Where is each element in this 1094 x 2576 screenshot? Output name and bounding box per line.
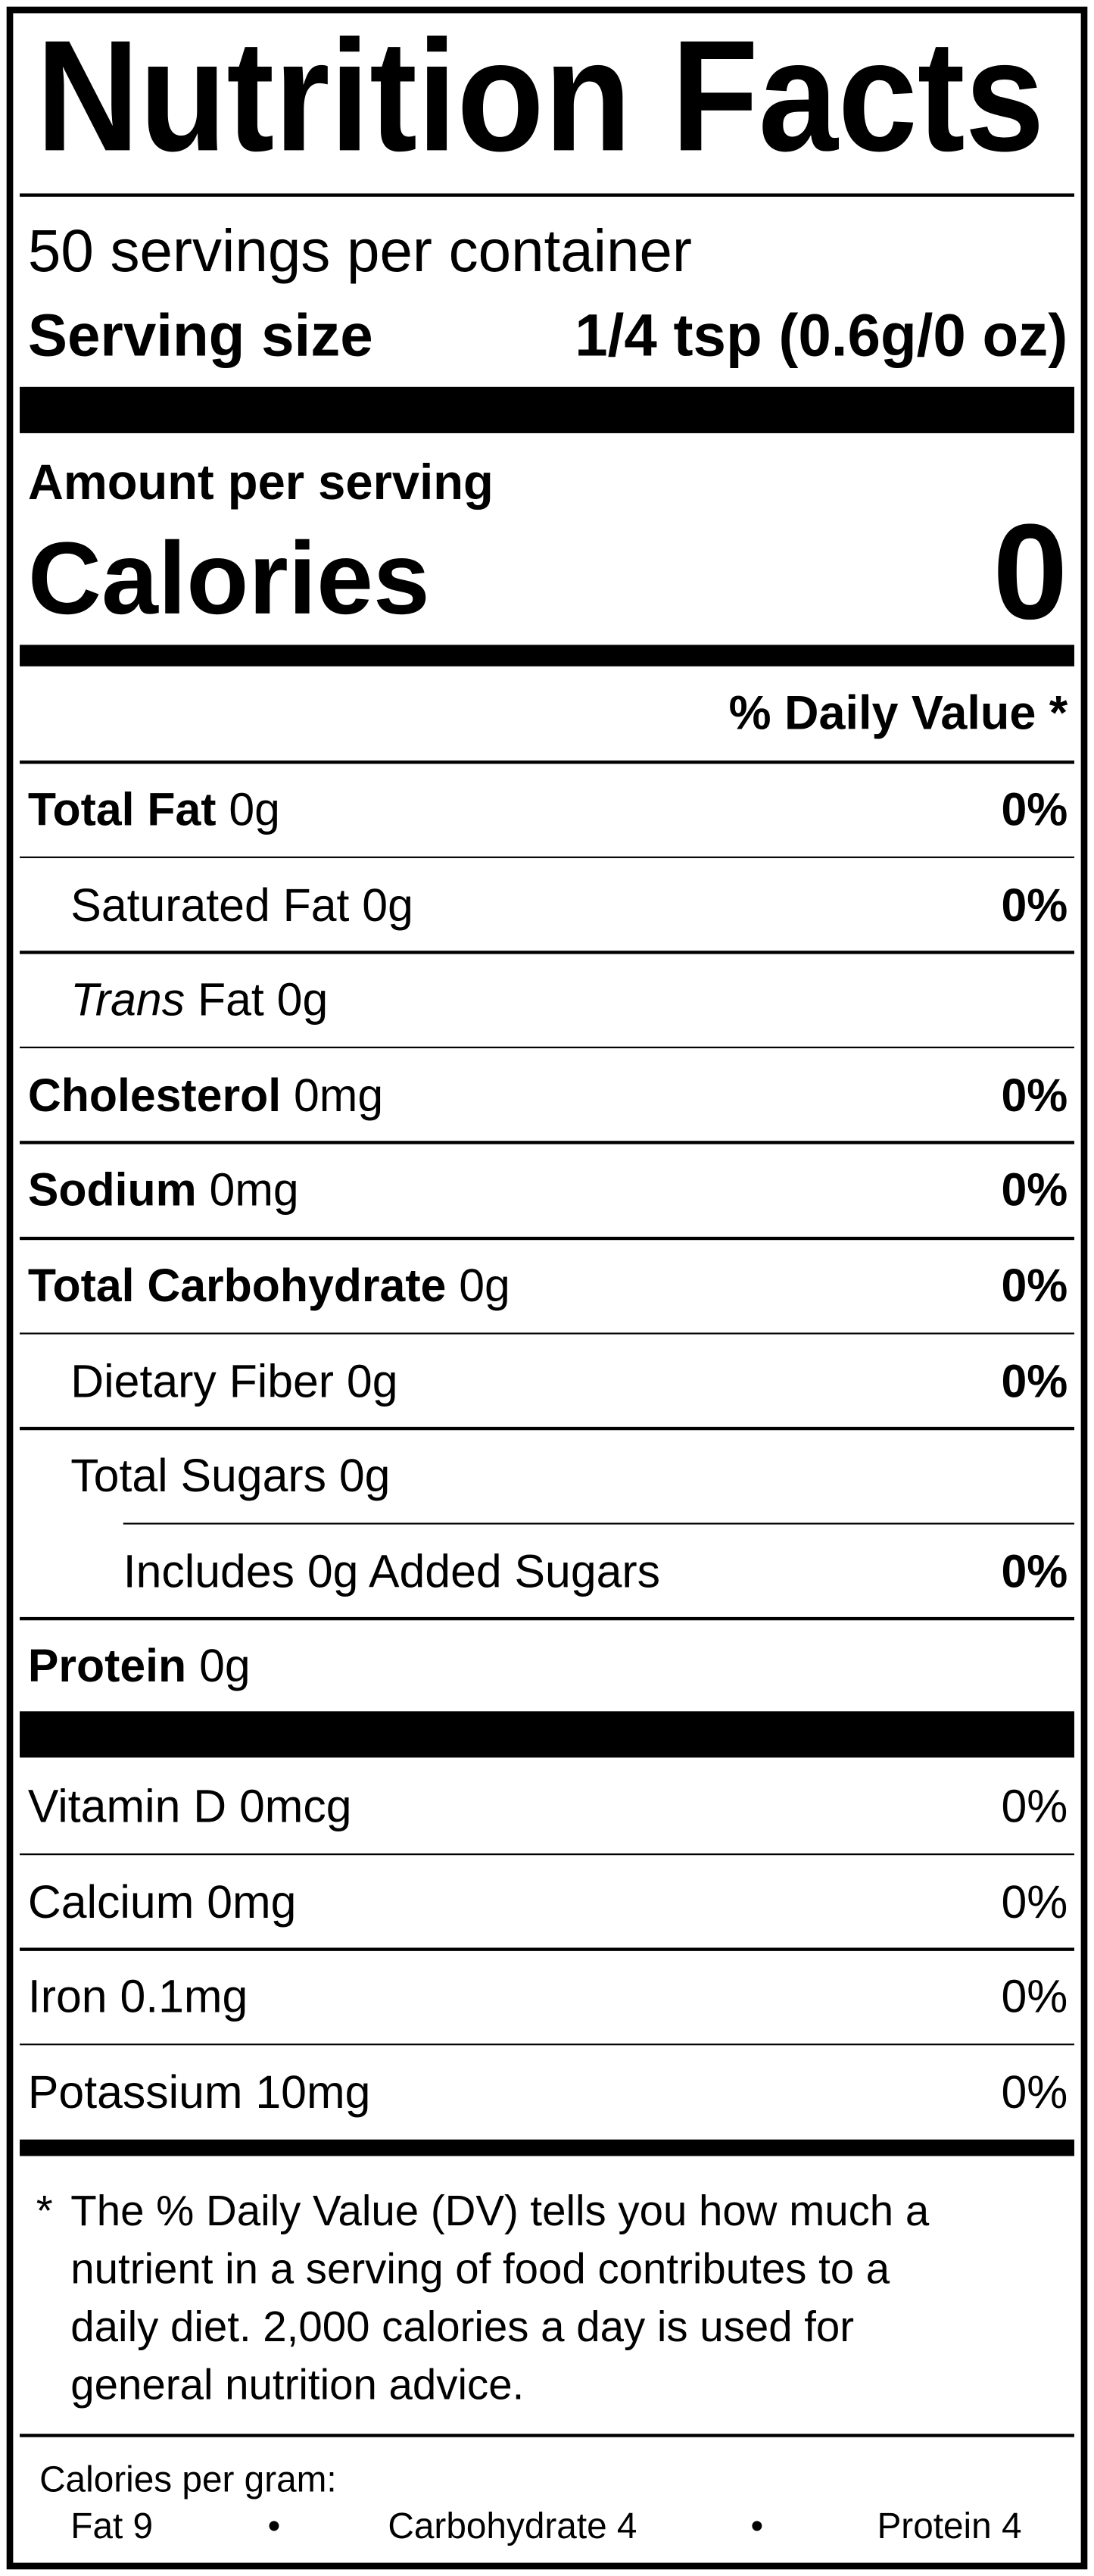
servings-per-container: 50 servings per container [27,216,692,285]
nutrient-row: Saturated Fat 0g [70,877,413,933]
nutrient-amount: 0g [459,1260,510,1312]
calories-per-gram-item: Protein 4 [877,2505,1022,2546]
calories-label: Calories [27,522,430,637]
nutrient-label: Total Carbohydrate [27,1260,447,1312]
nutrient-row: Dietary Fiber 0g [70,1354,397,1410]
nutrient-label: Dietary Fiber [70,1355,335,1407]
amount-per-serving: Amount per serving [27,456,494,511]
divider [20,1947,1074,1951]
nutrient-amount: 0mcg [238,1781,352,1832]
nutrient-label: Sodium [27,1164,197,1216]
nutrient-row: Iron 0.1mg [28,1969,248,2025]
thick-bar [20,1711,1074,1758]
daily-value: 0% [1001,1164,1068,1216]
nutrient-row: Includes 0g Added Sugars [123,1544,660,1600]
daily-value: 0% [1001,1971,1068,2023]
thick-bar [20,386,1074,433]
nutrient-label-italic: Trans [70,974,185,1026]
nutrient-label: Total Fat [27,783,217,835]
medium-bar [20,645,1074,667]
daily-value: 0% [1001,2066,1068,2118]
daily-value: 0% [1001,1069,1068,1121]
calories-value: 0 [993,498,1068,648]
daily-value: 0% [1001,1875,1068,1928]
nutrient-row: Total Carbohydrate 0g [28,1258,510,1314]
footnote-line: nutrient in a serving of food contribute… [70,2243,890,2293]
nutrient-label: Saturated Fat [70,879,350,931]
divider [20,193,1074,197]
daily-value: 0% [1001,1355,1068,1407]
nutrient-row: Protein 0g [28,1639,251,1695]
nutrient-row: Total Fat 0g [28,782,280,838]
divider [20,1236,1074,1240]
divider [20,2434,1074,2437]
calories-per-gram-item: Fat 9 [70,2505,154,2546]
daily-value-header: % Daily Value * [728,688,1068,741]
nutrient-label: Fat [197,974,264,1026]
divider [20,1332,1074,1335]
nutrient-row: Vitamin D 0mcg [28,1779,352,1835]
nutrient-row: Sodium 0mg [28,1163,299,1219]
nutrient-row: Potassium 10mg [28,2065,370,2121]
nutrient-label: Protein [27,1641,187,1692]
nutrient-row: Trans Fat 0g [70,973,328,1029]
serving-size-label: Serving size [27,301,373,369]
title: Nutrition Facts [36,8,1045,186]
bullet: • [750,2505,764,2546]
divider [20,760,1074,763]
serving-size-value: 1/4 tsp (0.6g/0 oz) [575,301,1068,369]
nutrient-amount: 0g [199,1641,251,1692]
divider [20,2043,1074,2046]
daily-value: 0% [1001,1260,1068,1312]
divider [20,951,1074,954]
footnote-line: general nutrition advice. [70,2359,525,2409]
nutrient-amount: 0mg [293,1069,384,1121]
nutrient-amount: 0g [362,879,413,931]
nutrient-label: Iron [27,1971,108,2023]
divider [123,1522,1074,1525]
nutrient-amount: 0mg [207,1875,297,1928]
divider [20,855,1074,859]
divider [20,1427,1074,1430]
footnote-marker: * [36,2185,53,2236]
medium-bar [20,2139,1074,2156]
footnote-line: The % Daily Value (DV) tells you how muc… [70,2185,930,2236]
calories-per-gram-title: Calories per gram: [39,2459,337,2500]
nutrient-row: Total Sugars 0g [70,1449,390,1505]
daily-value: 0% [1001,1545,1068,1597]
divider [20,1141,1074,1144]
nutrient-amount: 0g [338,1450,391,1502]
bullet: • [267,2505,281,2546]
nutrient-label: Calcium [27,1875,195,1928]
calories-per-gram-item: Carbohydrate 4 [388,2505,637,2546]
nutrient-row: Calcium 0mg [28,1875,297,1931]
nutrient-amount: 0g [346,1355,398,1407]
nutrient-label: Potassium [27,2066,243,2118]
nutrient-amount: 0mg [209,1164,299,1216]
daily-value: 0% [1001,1781,1068,1832]
nutrient-label: Cholesterol [27,1069,282,1121]
divider [20,1853,1074,1856]
nutrient-row: Cholesterol 0mg [28,1068,383,1124]
divider [20,1046,1074,1049]
label-border [6,6,1088,2570]
daily-value: 0% [1001,783,1068,835]
nutrient-amount: 0.1mg [120,1971,248,2023]
nutrient-label: Total Sugars [70,1450,326,1502]
nutrient-label: Includes 0g Added Sugars [123,1545,661,1597]
daily-value: 0% [1001,879,1068,931]
footnote-line: daily diet. 2,000 calories a day is used… [70,2301,855,2352]
nutrient-label: Vitamin D [27,1781,227,1832]
nutrient-amount: 0g [229,783,280,835]
divider [20,1617,1074,1621]
nutrient-amount: 0g [276,974,329,1026]
nutrient-amount: 10mg [255,2066,371,2118]
